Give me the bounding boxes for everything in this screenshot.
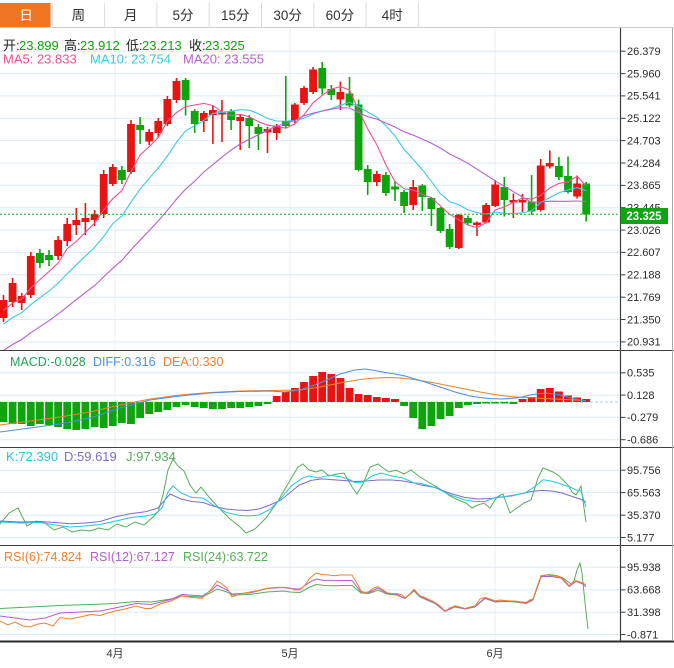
svg-text:63.668: 63.668 — [627, 585, 661, 597]
svg-text:25.122: 25.122 — [627, 113, 661, 125]
svg-text:5.177: 5.177 — [627, 532, 655, 544]
svg-text:5分: 5分 — [172, 8, 193, 23]
svg-text:95.938: 95.938 — [627, 562, 661, 574]
svg-text:15分: 15分 — [221, 8, 250, 23]
svg-text:21.769: 21.769 — [627, 292, 661, 304]
svg-text:30分: 30分 — [273, 8, 302, 23]
svg-text:开:: 开: — [3, 38, 20, 53]
svg-text:RSI(6):74.824: RSI(6):74.824 — [4, 550, 82, 564]
svg-text:周: 周 — [72, 8, 86, 23]
svg-text:低:: 低: — [126, 38, 143, 53]
svg-text:MA20: 23.555: MA20: 23.555 — [183, 52, 264, 67]
svg-text:RSI(24):63.722: RSI(24):63.722 — [183, 550, 268, 564]
svg-text:RSI(12):67.127: RSI(12):67.127 — [90, 550, 175, 564]
svg-text:21.350: 21.350 — [627, 314, 661, 326]
svg-text:MA5: 23.833: MA5: 23.833 — [3, 52, 77, 67]
svg-text:26.379: 26.379 — [627, 46, 661, 58]
svg-text:25.960: 25.960 — [627, 68, 661, 80]
svg-text:22.188: 22.188 — [627, 270, 661, 282]
svg-text:-0.279: -0.279 — [627, 412, 658, 424]
svg-text:K:72.390: K:72.390 — [6, 449, 58, 464]
svg-text:24.703: 24.703 — [627, 135, 661, 147]
svg-text:高:: 高: — [64, 38, 81, 53]
svg-text:4月: 4月 — [106, 648, 123, 660]
svg-text:0.128: 0.128 — [627, 390, 655, 402]
svg-text:5月: 5月 — [281, 648, 298, 660]
svg-text:D:59.619: D:59.619 — [64, 449, 117, 464]
svg-text:23.912: 23.912 — [80, 38, 120, 53]
svg-text:24.284: 24.284 — [627, 158, 661, 170]
svg-text:日: 日 — [19, 8, 33, 23]
svg-text:23.026: 23.026 — [627, 225, 661, 237]
svg-text:-0.871: -0.871 — [627, 629, 658, 641]
svg-text:DIFF:0.316: DIFF:0.316 — [93, 355, 156, 369]
svg-text:23.325: 23.325 — [626, 211, 662, 223]
svg-text:0.535: 0.535 — [627, 368, 655, 380]
svg-text:4时: 4时 — [382, 8, 403, 23]
svg-text:23.865: 23.865 — [627, 180, 661, 192]
svg-text:6月: 6月 — [486, 648, 503, 660]
svg-text:收:: 收: — [189, 38, 206, 53]
svg-text:25.541: 25.541 — [627, 91, 661, 103]
svg-text:MA10: 23.754: MA10: 23.754 — [90, 52, 171, 67]
svg-text:65.563: 65.563 — [627, 487, 661, 499]
svg-text:23.899: 23.899 — [19, 38, 59, 53]
svg-text:DEA:0.330: DEA:0.330 — [163, 355, 224, 369]
svg-text:23.325: 23.325 — [205, 38, 245, 53]
svg-text:60分: 60分 — [326, 8, 355, 23]
svg-text:95.756: 95.756 — [627, 465, 661, 477]
svg-text:J:97.934: J:97.934 — [126, 449, 176, 464]
svg-text:MACD:-0.028: MACD:-0.028 — [10, 355, 86, 369]
svg-text:20.931: 20.931 — [627, 337, 661, 349]
svg-text:31.398: 31.398 — [627, 607, 661, 619]
svg-text:22.607: 22.607 — [627, 247, 661, 259]
svg-text:月: 月 — [124, 8, 138, 23]
svg-text:-0.686: -0.686 — [627, 435, 658, 447]
svg-text:35.370: 35.370 — [627, 510, 661, 522]
svg-text:23.213: 23.213 — [142, 38, 182, 53]
